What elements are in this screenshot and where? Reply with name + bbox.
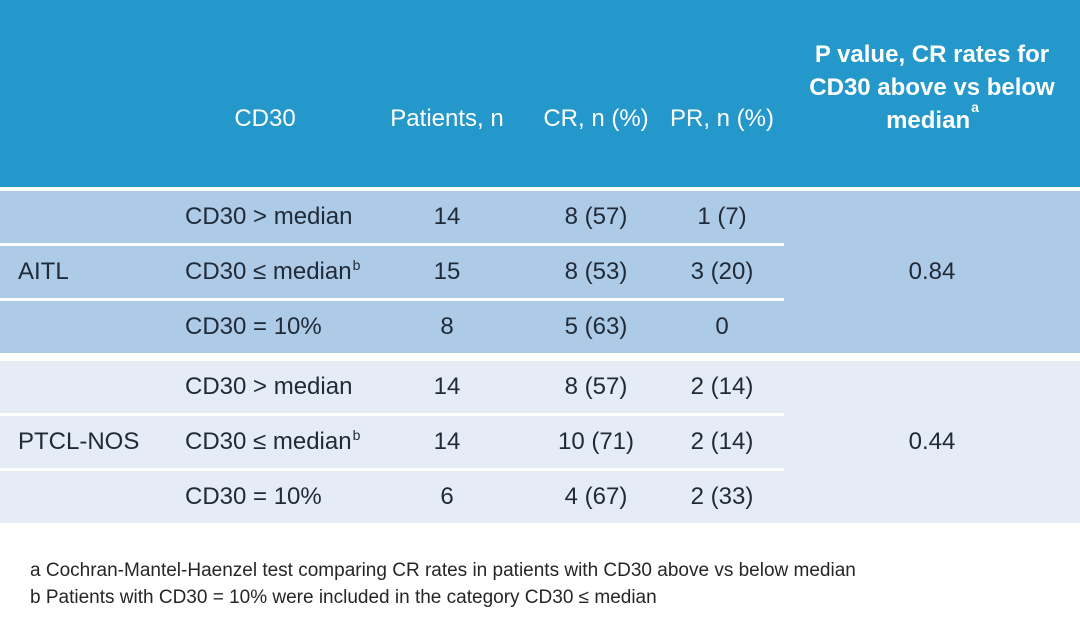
footnotes: a Cochran-Mantel-Haenzel test comparing … <box>30 559 1080 609</box>
patients-cell: 14 <box>362 191 532 243</box>
cr-cell: 4 (67) <box>532 471 660 523</box>
header-pvalue-line2: CD30 above vs below <box>809 74 1055 101</box>
group-name-cell <box>0 471 168 523</box>
footnote-a: a Cochran-Mantel-Haenzel test comparing … <box>30 560 856 581</box>
pr-cell: 2 (33) <box>660 471 784 523</box>
cd30-category-label: CD30 > median <box>185 203 353 230</box>
p-value-cell: 0.44 <box>784 361 1080 523</box>
patients-cell: 14 <box>362 361 532 413</box>
cd30-category-label: CD30 = 10% <box>185 483 322 510</box>
pr-cell: 2 (14) <box>660 361 784 413</box>
header-pr: PR, n (%) <box>669 105 774 132</box>
footnote-b: b Patients with CD30 = 10% were included… <box>30 587 657 608</box>
table-header-row: CD30 Patients, n CR, n (%) PR, n (%) P v… <box>0 0 1080 187</box>
table-body: CD30 > median 14 8 (57) 1 (7) AITL CD30 ≤ med… <box>0 191 1080 523</box>
cd30-category-cell: CD30 > median <box>168 361 362 413</box>
header-pvalue: P value, CR rates for CD30 above vs belo… <box>784 0 1080 187</box>
group-name-cell <box>0 361 168 413</box>
cr-cell: 8 (57) <box>532 361 660 413</box>
header-cd30: CD30 <box>234 105 296 132</box>
header-pvalue-line3: mediana <box>886 99 979 134</box>
group-name-cell <box>0 301 168 353</box>
group-name-cell: PTCL-NOS <box>0 416 168 468</box>
group-name-cell: AITL <box>0 246 168 298</box>
header-pvalue-text: P value, CR rates for CD30 above vs belo… <box>809 38 1054 137</box>
cd30-category-cell: CD30 ≤ median b <box>168 416 362 468</box>
patients-cell: 15 <box>362 246 532 298</box>
cd30-category-cell: CD30 = 10% <box>168 301 362 353</box>
patients-cell: 8 <box>362 301 532 353</box>
cr-cell: 8 (53) <box>532 246 660 298</box>
group-aitl: CD30 > median 14 8 (57) 1 (7) AITL CD30 ≤ med… <box>0 191 1080 353</box>
header-patients: Patients, n <box>390 105 504 132</box>
footnote-marker-a: a <box>971 99 979 115</box>
cr-cell: 8 (57) <box>532 191 660 243</box>
header-cr: CR, n (%) <box>543 105 649 132</box>
header-pvalue-line1: P value, CR rates for <box>814 41 1050 68</box>
group-name-cell <box>0 191 168 243</box>
cd30-category-label: CD30 > median <box>185 373 353 400</box>
cr-cell: 10 (71) <box>532 416 660 468</box>
patients-cell: 14 <box>362 416 532 468</box>
patients-cell: 6 <box>362 471 532 523</box>
cd30-category-cell: CD30 > median <box>168 191 362 243</box>
header-group-column <box>0 0 168 187</box>
cd30-category-cell: CD30 ≤ median b <box>168 246 362 298</box>
cd30-category-label: CD30 ≤ median <box>185 258 352 285</box>
cd30-category-label: CD30 ≤ median <box>185 428 352 455</box>
p-value-cell: 0.84 <box>784 191 1080 353</box>
cr-cell: 5 (63) <box>532 301 660 353</box>
cd30-category-label: CD30 = 10% <box>185 313 322 340</box>
pr-cell: 0 <box>660 301 784 353</box>
pr-cell: 2 (14) <box>660 416 784 468</box>
cd30-category-cell: CD30 = 10% <box>168 471 362 523</box>
pr-cell: 3 (20) <box>660 246 784 298</box>
group-ptcl-nos: CD30 > median 14 8 (57) 2 (14) PTCL-NOS CD30 … <box>0 361 1080 523</box>
pr-cell: 1 (7) <box>660 191 784 243</box>
